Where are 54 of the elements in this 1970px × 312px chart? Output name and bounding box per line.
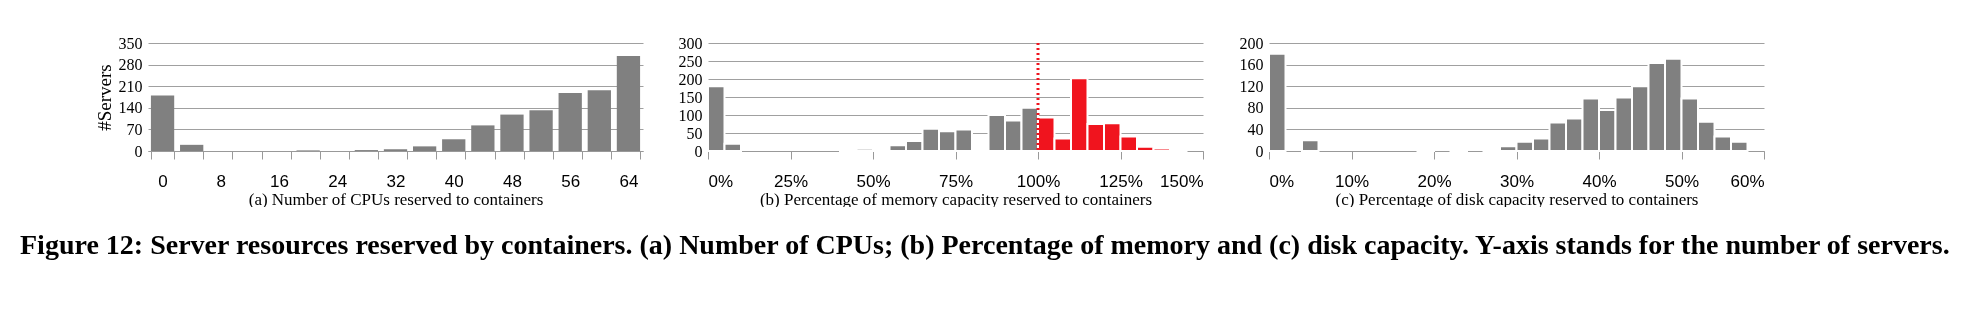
x-tick-label: 10% xyxy=(1334,171,1370,191)
x-tick-label: 8 xyxy=(216,171,227,191)
x-tick-label: 60% xyxy=(1730,171,1765,191)
x-tick-label: 0% xyxy=(1269,171,1295,191)
y-tick-label: 200 xyxy=(678,70,703,88)
x-tick-label: 50% xyxy=(856,171,891,191)
y-tick-label: 250 xyxy=(678,52,703,70)
x-tick-label: 100% xyxy=(1016,171,1061,191)
x-tick-label: 50% xyxy=(1664,171,1700,191)
x-tick-label: 0% xyxy=(708,171,734,191)
x-tick-label: 40 xyxy=(444,171,464,191)
bar xyxy=(150,95,175,151)
x-tick-label: 40% xyxy=(1582,171,1617,191)
x-tick-label: 24 xyxy=(328,171,348,191)
x-tick-label: 25% xyxy=(773,171,809,191)
x-tick-label: 150% xyxy=(1160,171,1204,191)
bar xyxy=(180,144,204,151)
x-tick-label: 0 xyxy=(158,171,168,191)
bar xyxy=(442,139,466,151)
y-tick-label: 140 xyxy=(118,99,143,117)
y-tick-label: 50 xyxy=(686,124,703,142)
bar xyxy=(471,125,495,151)
y-tick-label: 160 xyxy=(1239,56,1264,74)
x-tick-label: 64 xyxy=(619,171,639,191)
x-tick-label: 125% xyxy=(1099,171,1143,191)
y-tick-label: 210 xyxy=(118,77,143,95)
y-tick-label: 200 xyxy=(1239,34,1264,52)
y-tick-label: 0 xyxy=(694,142,703,160)
x-tick-label: 56 xyxy=(561,171,581,191)
y-tick-label: 100 xyxy=(678,106,703,124)
y-tick-label: 300 xyxy=(678,34,703,52)
x-tick-label: 20% xyxy=(1417,171,1452,191)
y-tick-label: 120 xyxy=(1239,77,1264,95)
y-tick-label: 70 xyxy=(126,120,143,138)
bar xyxy=(558,92,582,151)
y-tick-label: 0 xyxy=(134,142,143,160)
y-tick-label: 0 xyxy=(1255,142,1264,160)
x-tick-label: 75% xyxy=(938,171,974,191)
y-tick-label: 40 xyxy=(1247,120,1264,138)
y-tick-label: 280 xyxy=(118,56,143,74)
caption: Figure 12: Server resources reserved by containers. (a) Number of CPUs; (b) Percentage of memory and (c) disk capacity. Y-axis stands for the number of servers. xyxy=(20,229,1950,261)
x-tick-label: 16 xyxy=(270,171,289,191)
x-tick-label: 32 xyxy=(386,171,406,191)
bar xyxy=(500,114,524,151)
y-tick-label: 350 xyxy=(118,34,143,52)
bar xyxy=(616,55,641,151)
x-tick-label: 30% xyxy=(1499,171,1535,191)
x-tick-label: 48 xyxy=(503,171,522,191)
y-axis-title: #Servers xyxy=(93,64,115,131)
y-tick-label: 150 xyxy=(678,88,703,106)
bar xyxy=(412,146,437,151)
bar xyxy=(587,90,611,151)
y-tick-label: 80 xyxy=(1247,99,1264,117)
bar xyxy=(529,110,553,151)
